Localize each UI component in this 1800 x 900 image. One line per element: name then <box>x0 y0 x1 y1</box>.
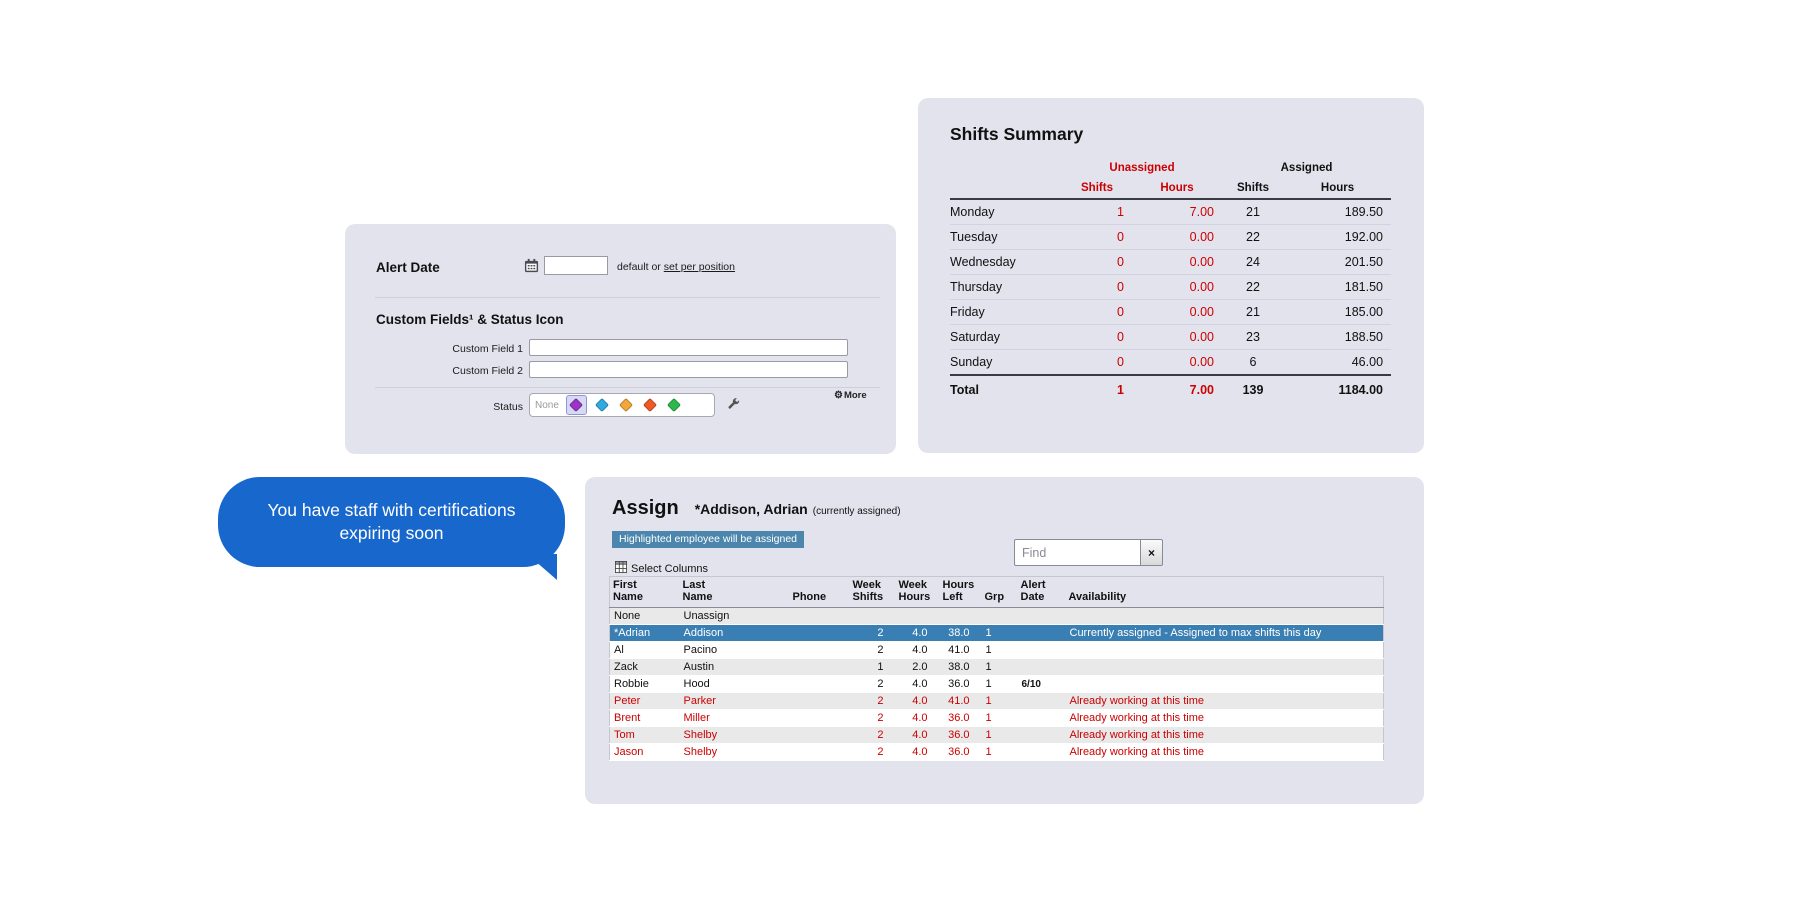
alert-date-input[interactable] <box>544 256 608 275</box>
assigned-shifts-header: Shifts <box>1222 178 1284 200</box>
assigned-hours-header: Hours <box>1284 178 1392 200</box>
unassigned-hours-header: Hours <box>1132 178 1222 200</box>
unassigned-shifts-header: Shifts <box>1062 178 1132 200</box>
shifts-summary-row: Tuesday 0 0.00 22 192.00 <box>950 224 1392 250</box>
highlight-info-badge: Highlighted employee will be assigned <box>612 531 805 548</box>
amber-diamond-icon[interactable] <box>618 396 635 414</box>
assign-row-none[interactable]: None Unassign <box>609 607 1384 625</box>
assign-row-brent[interactable]: Brent Miller 2 4.0 36.0 1 Already working at t… <box>609 709 1384 727</box>
shifts-summary-row: Thursday 0 0.00 22 181.50 <box>950 274 1392 300</box>
certification-alert-bubble[interactable]: You have staff with certifications expir… <box>218 477 565 580</box>
status-none-option[interactable]: None <box>535 399 559 411</box>
assign-table: First Name Last Name Phone Week Shifts Week … <box>609 576 1384 761</box>
shifts-summary-body: Monday 1 7.00 21 189.50 Tuesday 0 0.00 22 192.00 W… <box>950 199 1392 376</box>
green-diamond <box>667 397 682 413</box>
divider <box>375 387 880 388</box>
assign-column-header[interactable]: Last Name <box>679 576 790 608</box>
divider <box>375 297 880 298</box>
shifts-summary-panel: Shifts Summary Unassigned Assigned Shift… <box>918 98 1424 453</box>
shifts-summary-row: Wednesday 0 0.00 24 201.50 <box>950 249 1392 275</box>
blue-diamond <box>595 397 610 413</box>
calendar-icon[interactable] <box>524 258 539 278</box>
shifts-summary-row: Saturday 0 0.00 23 188.50 <box>950 324 1392 350</box>
assign-column-header[interactable]: Availability <box>1065 576 1384 608</box>
shifts-summary-row: Sunday 0 0.00 6 46.00 <box>950 349 1392 376</box>
shifts-subheader-row: Shifts Hours Shifts Hours <box>950 178 1392 200</box>
custom-field-2-label: Custom Field 2 <box>452 365 523 377</box>
assign-row-zack[interactable]: Zack Austin 1 2.0 38.0 1 <box>609 658 1384 676</box>
assign-table-body: None Unassign *Adrian Addison 2 4.0 38.0 1 Curre… <box>609 607 1384 761</box>
amber-diamond <box>619 397 634 413</box>
assigned-employee-name: *Addison, Adrian <box>694 501 808 517</box>
shifts-summary-row: Monday 1 7.00 21 189.50 <box>950 199 1392 225</box>
currently-assigned-note: (currently assigned) <box>812 506 901 517</box>
custom-field-1-input[interactable] <box>529 339 848 356</box>
assign-column-header[interactable]: First Name <box>609 576 680 608</box>
custom-field-2-input[interactable] <box>529 361 848 378</box>
assign-column-header[interactable]: Alert Date <box>1017 576 1066 608</box>
assign-column-header[interactable]: Phone <box>789 576 850 608</box>
assign-column-header[interactable]: Grp <box>981 576 1018 608</box>
shifts-group-header-row: Unassigned Assigned <box>950 158 1391 178</box>
grid-icon <box>615 561 627 576</box>
find-input[interactable] <box>1014 539 1141 566</box>
shifts-summary-row: Friday 0 0.00 21 185.00 <box>950 299 1392 325</box>
assign-panel: Assign *Addison, Adrian (currently assig… <box>585 477 1424 804</box>
shifts-summary-title: Shifts Summary <box>950 124 1084 144</box>
custom-field-1-label: Custom Field 1 <box>452 343 523 355</box>
assign-title-row: Assign *Addison, Adrian (currently assig… <box>612 497 901 520</box>
settings-panel: Alert Date default or set per position Cu… <box>345 224 896 454</box>
assign-row-peter[interactable]: Peter Parker 2 4.0 41.0 1 Already working at t… <box>609 692 1384 710</box>
status-icon-picker: None <box>529 393 715 417</box>
certification-alert-text: You have staff with certifications expir… <box>267 499 516 543</box>
green-diamond-icon[interactable] <box>666 396 683 414</box>
assigned-group-header: Assigned <box>1280 162 1333 174</box>
assign-title: Assign <box>612 497 679 519</box>
clear-find-button[interactable]: × <box>1141 539 1163 566</box>
purple-diamond-icon[interactable] <box>565 395 587 415</box>
select-columns-button[interactable]: Select Columns <box>615 561 708 576</box>
assign-row-robbie[interactable]: Robbie Hood 2 4.0 36.0 1 6/10 <box>609 675 1384 693</box>
assign-row-tom[interactable]: Tom Shelby 2 4.0 36.0 1 Already working at thi… <box>609 726 1384 744</box>
wrench-icon[interactable] <box>727 397 741 416</box>
custom-fields-heading: Custom Fields¹ & Status Icon <box>376 312 564 327</box>
alert-date-default-text: default or set per position <box>617 261 735 273</box>
assign-row-jason[interactable]: Jason Shelby 2 4.0 36.0 1 Already working at t… <box>609 743 1384 761</box>
alert-date-label: Alert Date <box>376 260 440 275</box>
orange-diamond-icon[interactable] <box>642 396 659 414</box>
assign-header-row: First Name Last Name Phone Week Shifts Week … <box>609 576 1384 608</box>
unassigned-group-header: Unassigned <box>1109 162 1175 174</box>
status-label: Status <box>493 401 523 413</box>
assign-column-header[interactable]: Week Hours <box>895 576 940 608</box>
assign-column-header[interactable]: Week Shifts <box>849 576 896 608</box>
assign-column-header[interactable]: Hours Left <box>939 576 982 608</box>
bubble-tail <box>527 554 557 580</box>
assign-row-adrian[interactable]: *Adrian Addison 2 4.0 38.0 1 Currently assigne… <box>609 624 1384 642</box>
status-icon-list <box>565 395 683 415</box>
more-button[interactable]: ⚙ More <box>834 389 867 401</box>
gear-icon: ⚙ <box>834 389 843 401</box>
orange-diamond <box>643 397 658 413</box>
shifts-summary-total-row: Total 1 7.00 139 1184.00 <box>950 374 1392 404</box>
shifts-summary-table: Unassigned Assigned Shifts Hours Shifts … <box>950 158 1392 404</box>
set-per-position-link[interactable]: set per position <box>663 261 735 273</box>
find-box: × <box>1014 539 1163 566</box>
blue-diamond-icon[interactable] <box>594 396 611 414</box>
purple-diamond <box>569 397 584 413</box>
assign-row-al[interactable]: Al Pacino 2 4.0 41.0 1 <box>609 641 1384 659</box>
